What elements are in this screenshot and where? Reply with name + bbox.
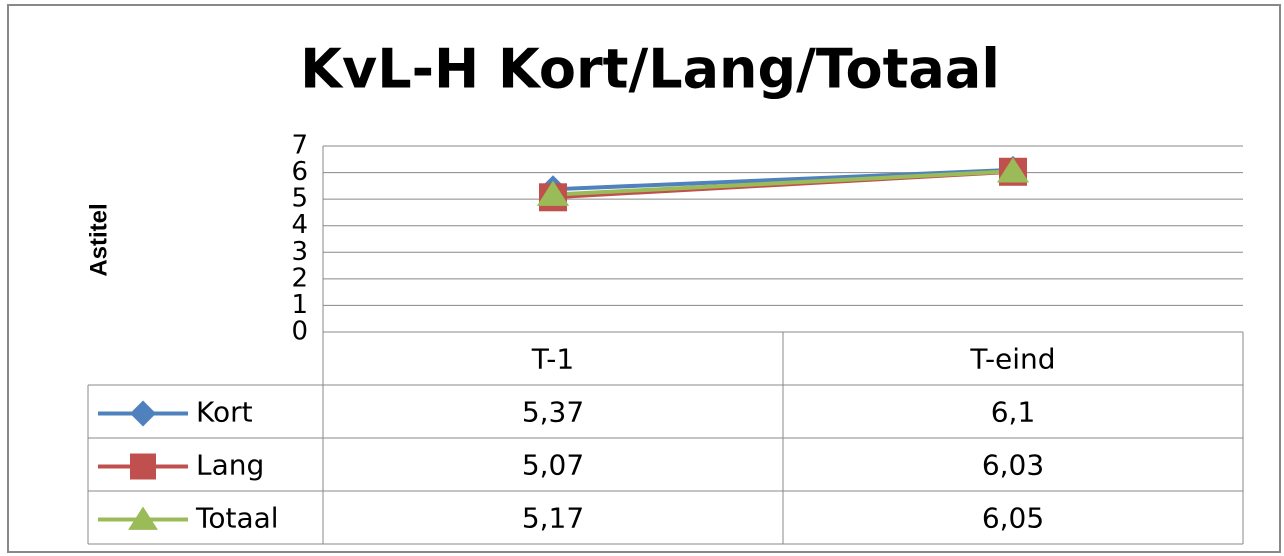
y-tick-label: 3 — [291, 237, 308, 267]
marker-triangle — [128, 506, 158, 530]
y-tick-label: 5 — [291, 184, 308, 214]
marker-triangle — [996, 157, 1030, 183]
table-value: 5,17 — [522, 502, 584, 535]
chart-title: KvL-H Kort/Lang/Totaal — [300, 38, 1000, 101]
series-line — [552, 169, 1014, 197]
table-value: 5,37 — [522, 396, 584, 429]
y-tick-label: 1 — [291, 290, 308, 320]
table-value: 6,1 — [991, 396, 1036, 429]
y-axis-label: Astitel — [85, 203, 112, 276]
x-tick-label: T-eind — [969, 343, 1055, 376]
marker-square — [130, 453, 156, 480]
legend-label: Lang — [196, 449, 264, 482]
marker-diamond — [130, 400, 156, 427]
y-tick-label: 4 — [291, 210, 308, 240]
y-tick-label: 2 — [291, 263, 308, 293]
y-tick-label: 6 — [291, 157, 308, 187]
table-value: 5,07 — [522, 449, 584, 482]
y-tick-label: 0 — [291, 317, 308, 347]
marker-triangle — [536, 180, 570, 206]
y-tick-label: 7 — [291, 131, 308, 161]
x-tick-label: T-1 — [531, 343, 574, 376]
table-value: 6,05 — [982, 502, 1044, 535]
legend-label: Kort — [196, 396, 253, 429]
table-value: 6,03 — [982, 449, 1044, 482]
legend-label: Totaal — [195, 502, 279, 535]
